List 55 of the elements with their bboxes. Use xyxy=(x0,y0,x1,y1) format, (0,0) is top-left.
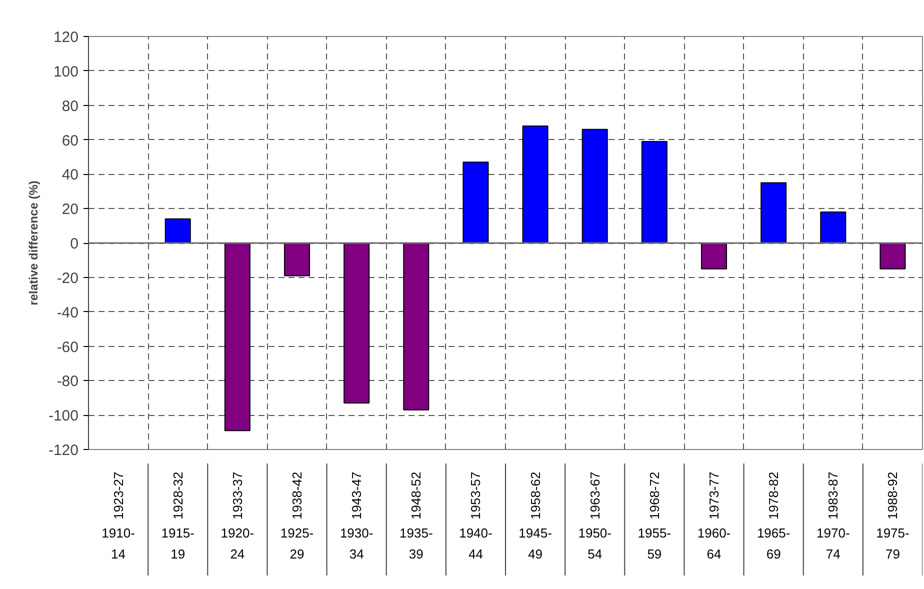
x-tick-label: 1930-34 xyxy=(340,526,374,562)
text: 1948-52 xyxy=(408,472,424,520)
text: 1968-72 xyxy=(646,472,662,520)
y-tick-label: 0 xyxy=(70,236,78,252)
y-tick-label: 80 xyxy=(62,98,79,115)
bar xyxy=(820,212,846,244)
x-tick-label: 1915-19 xyxy=(161,526,194,562)
text: 1983-87 xyxy=(826,472,841,520)
y-tick-label: -120 xyxy=(48,442,79,459)
y-axis-title: relative difference (%) xyxy=(26,180,40,306)
bar xyxy=(582,128,608,244)
y-tick-label: 100 xyxy=(53,63,79,80)
bar xyxy=(403,242,430,410)
y-tick-label: -60 xyxy=(56,338,79,356)
x-tick-label: 1910-14 xyxy=(102,526,135,562)
text: 1958-62 xyxy=(528,472,543,520)
x-tick-label: 1920-24 xyxy=(220,526,254,562)
y-tick-label: 40 xyxy=(62,166,79,184)
bar xyxy=(462,162,489,244)
text: 1988-92 xyxy=(885,472,900,520)
text: 1973-77 xyxy=(706,472,722,520)
bar xyxy=(522,125,548,244)
y-tick-label: -40 xyxy=(56,304,79,322)
x-tick-label: 1935-39 xyxy=(400,526,433,562)
text: 1978-82 xyxy=(766,472,782,520)
bar xyxy=(760,182,787,244)
bar xyxy=(224,242,250,432)
text: 1938-42 xyxy=(290,472,304,520)
y-tick-label: 20 xyxy=(62,201,79,218)
y-tick-label: -100 xyxy=(48,408,79,425)
x-tick-label: 1950-54 xyxy=(578,526,612,562)
x-tick-label: 1940-44 xyxy=(459,526,492,562)
text: 1933-37 xyxy=(230,472,245,520)
x-tick-label: 1970-74 xyxy=(816,526,850,562)
text: 1953-57 xyxy=(468,472,484,520)
x-tick-label: 1975-79 xyxy=(876,526,910,562)
y-tick-label: 60 xyxy=(62,132,79,150)
y-tick-label: 120 xyxy=(53,29,79,46)
y-tick-label: -80 xyxy=(56,373,79,390)
bar xyxy=(164,218,191,244)
text: 1923-27 xyxy=(110,472,126,520)
bar xyxy=(700,242,728,270)
bar xyxy=(880,242,906,270)
bar xyxy=(344,242,370,404)
x-tick-label: 1965-69 xyxy=(756,526,790,562)
x-tick-label: 1925-29 xyxy=(280,526,314,562)
text: 1963-67 xyxy=(587,472,602,520)
bar xyxy=(284,242,310,276)
text: 1928-32 xyxy=(170,472,186,520)
x-tick-label: 1955-59 xyxy=(638,526,672,562)
bar xyxy=(641,140,668,244)
x-tick-label: 1960-64 xyxy=(697,526,731,562)
x-tick-label: 1945-49 xyxy=(518,526,552,562)
text: 1943-47 xyxy=(349,472,364,520)
y-tick-label: -20 xyxy=(56,270,79,287)
